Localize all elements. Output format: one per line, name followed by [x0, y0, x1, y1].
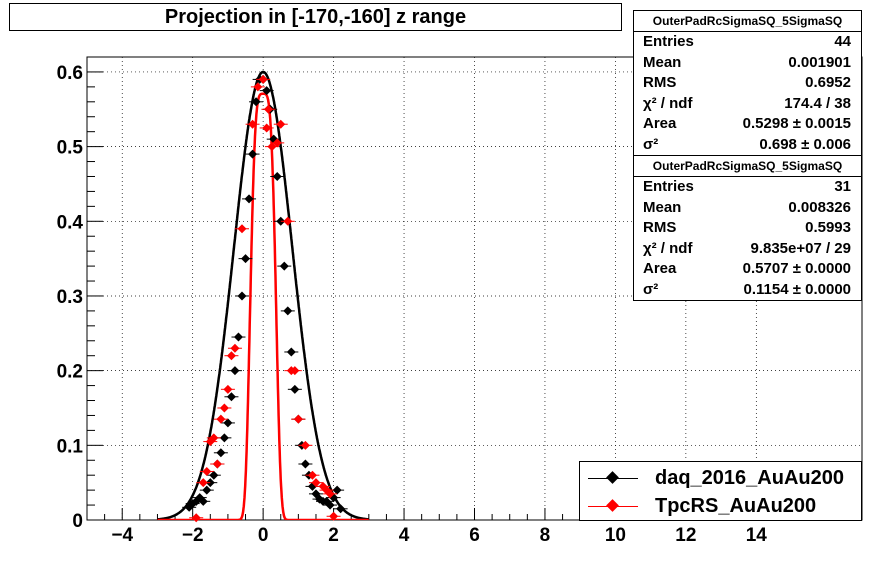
y-tick-label: 0.3: [57, 287, 83, 308]
y-tick-label: 0.4: [57, 212, 84, 233]
stats-row-rms: RMS 0.5993: [643, 219, 851, 236]
data-point-tpcrs: [267, 142, 277, 152]
data-point-tpcrs: [272, 138, 282, 148]
stats-row-sigma2: σ² 0.698 ± 0.006: [643, 135, 851, 153]
diamond-marker-icon: [606, 499, 619, 512]
data-point-tpcrs: [219, 403, 229, 413]
y-tick-label: 0.6: [57, 63, 83, 84]
data-point-daq: [237, 291, 247, 301]
data-point-tpcrs: [216, 414, 226, 424]
data-point-daq: [219, 433, 229, 443]
data-point-daq: [279, 261, 289, 271]
data-point-daq: [290, 384, 300, 394]
legend: daq_2016_AuAu200 TpcRS_AuAu200: [579, 461, 862, 521]
data-point-daq: [226, 392, 236, 402]
data-point-tpcrs: [258, 74, 268, 84]
legend-entry-daq: daq_2016_AuAu200: [580, 464, 861, 492]
data-point-daq: [205, 478, 215, 488]
legend-label: TpcRS_AuAu200: [655, 495, 817, 517]
stats-row-chi2: χ² / ndf 9.835e+07 / 29: [643, 239, 851, 257]
fit-curve-tpcrs: [157, 92, 369, 520]
data-point-tpcrs: [276, 119, 286, 129]
data-point-tpcrs: [212, 459, 222, 469]
data-point-daq: [233, 332, 243, 342]
data-point-tpcrs: [293, 414, 303, 424]
data-point-daq: [286, 347, 296, 357]
data-point-tpcrs: [311, 478, 321, 488]
data-point-daq: [332, 485, 342, 495]
data-point-tpcrs: [202, 466, 212, 476]
data-point-tpcrs: [262, 123, 272, 133]
chart-title: Projection in [-170,-160] z range: [9, 3, 622, 31]
stats-row-area: Area 0.5707 ± 0.0000: [643, 260, 851, 277]
y-tick-label: 0.2: [57, 362, 83, 383]
data-point-tpcrs: [237, 224, 247, 234]
x-tick-label: 14: [746, 525, 768, 546]
data-point-daq: [216, 448, 226, 458]
data-point-daq: [336, 504, 346, 514]
x-tick-label: −4: [111, 525, 133, 546]
stats-box-title: OuterPadRcSigmaSQ_5SigmaSQ: [634, 156, 861, 177]
x-tick-label: 10: [605, 525, 626, 546]
data-point-daq: [300, 459, 310, 469]
data-point-tpcrs: [248, 119, 258, 129]
stats-box-tpcrs: OuterPadRcSigmaSQ_5SigmaSQ Entries 31 Mea…: [633, 155, 862, 301]
data-point-daq: [198, 496, 208, 506]
stats-row-entries: Entries 44: [643, 33, 851, 50]
x-tick-label: 12: [675, 525, 696, 546]
data-point-daq: [248, 149, 258, 159]
data-point-daq: [244, 194, 254, 204]
data-point-tpcrs: [209, 433, 219, 443]
data-point-tpcrs: [223, 384, 233, 394]
stats-row-rms: RMS 0.6952: [643, 74, 851, 91]
stats-row-mean: Mean 0.008326: [643, 198, 851, 216]
data-point-daq: [272, 171, 282, 181]
stats-row-entries: Entries 31: [643, 178, 851, 195]
data-point-tpcrs: [263, 104, 273, 114]
diamond-marker-icon: [606, 471, 619, 484]
stats-row-sigma2: σ² 0.1154 ± 0.0000: [643, 280, 851, 298]
x-tick-label: −2: [182, 525, 204, 546]
x-tick-label: 0: [258, 525, 269, 546]
data-point-tpcrs: [325, 489, 335, 499]
stats-box-daq: OuterPadRcSigmaSQ_5SigmaSQ Entries 44 Mea…: [633, 10, 862, 156]
data-point-daq: [283, 306, 293, 316]
data-point-tpcrs: [191, 513, 201, 523]
x-tick-label: 6: [469, 525, 480, 546]
legend-entry-tpcrs: TpcRS_AuAu200: [580, 492, 861, 520]
y-tick-label: 0.5: [57, 138, 84, 159]
stats-row-chi2: χ² / ndf 174.4 / 38: [643, 94, 851, 112]
data-point-daq: [241, 254, 251, 264]
stats-row-area: Area 0.5298 ± 0.0015: [643, 115, 851, 132]
data-point-tpcrs: [290, 366, 300, 376]
x-tick-label: 2: [328, 525, 339, 546]
data-point-tpcrs: [307, 470, 317, 480]
data-point-daq: [223, 418, 233, 428]
data-point-daq: [262, 86, 272, 96]
legend-label: daq_2016_AuAu200: [655, 467, 844, 489]
x-tick-label: 4: [399, 525, 410, 546]
data-point-daq: [202, 485, 212, 495]
data-point-tpcrs: [283, 216, 293, 226]
data-point-tpcrs: [329, 511, 339, 521]
data-point-tpcrs: [253, 82, 263, 92]
data-point-daq: [251, 97, 261, 107]
data-point-daq: [209, 470, 219, 480]
data-point-tpcrs: [198, 478, 208, 488]
data-point-daq: [325, 500, 335, 510]
x-tick-label: 8: [540, 525, 551, 546]
y-tick-label: 0.1: [57, 436, 84, 457]
data-point-daq: [230, 366, 240, 376]
data-point-tpcrs: [230, 343, 240, 353]
data-point-daq: [276, 216, 286, 226]
stats-box-title: OuterPadRcSigmaSQ_5SigmaSQ: [634, 11, 861, 32]
data-point-tpcrs: [226, 351, 236, 361]
data-point-tpcrs: [300, 440, 310, 450]
stats-row-mean: Mean 0.001901: [643, 53, 851, 71]
y-tick-label: 0: [72, 511, 83, 532]
